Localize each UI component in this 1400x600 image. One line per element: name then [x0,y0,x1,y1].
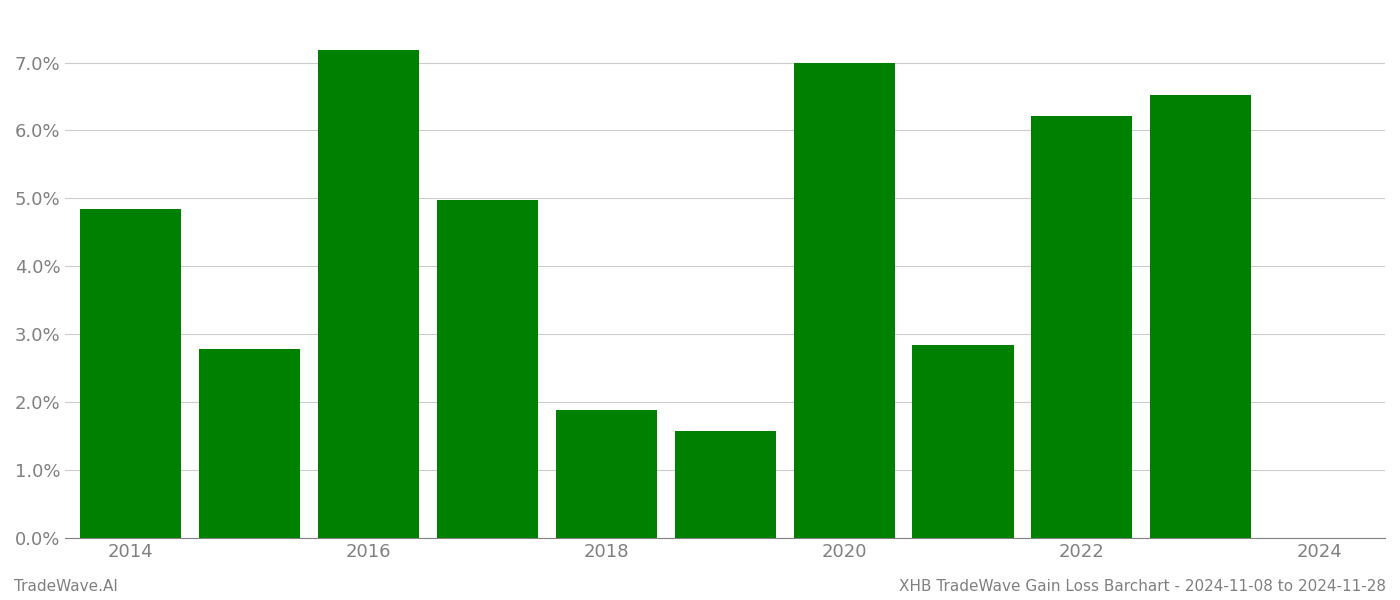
Text: XHB TradeWave Gain Loss Barchart - 2024-11-08 to 2024-11-28: XHB TradeWave Gain Loss Barchart - 2024-… [899,579,1386,594]
Bar [80,209,182,538]
Bar [437,200,538,538]
Bar [675,431,776,538]
Bar [1032,116,1133,538]
Bar [199,349,300,538]
Bar [794,62,895,538]
Bar [913,345,1014,538]
Bar [556,410,657,538]
Bar [1151,95,1252,538]
Bar [318,50,419,538]
Text: TradeWave.AI: TradeWave.AI [14,579,118,594]
